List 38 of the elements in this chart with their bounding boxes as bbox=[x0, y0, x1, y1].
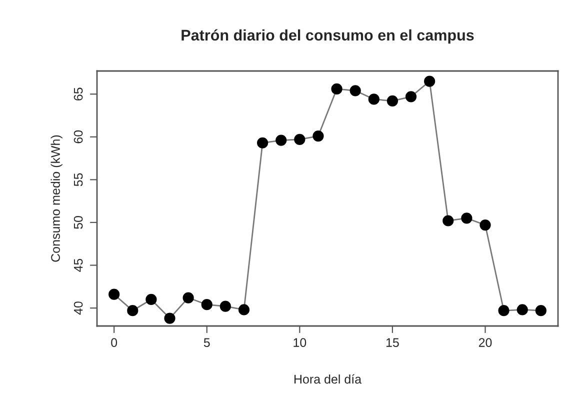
point bbox=[256, 137, 268, 148]
y-tick-label: 50 bbox=[74, 216, 83, 229]
point bbox=[276, 134, 287, 146]
point bbox=[146, 294, 157, 306]
y-tick-label: 65 bbox=[74, 88, 83, 100]
point bbox=[350, 85, 361, 96]
point bbox=[480, 219, 491, 231]
x-tick-label: 15 bbox=[386, 338, 399, 347]
x-tick-label: 20 bbox=[478, 338, 492, 347]
point bbox=[461, 212, 472, 224]
point bbox=[238, 304, 250, 316]
y-tick-label: 55 bbox=[74, 173, 83, 186]
y-tick-label: 60 bbox=[74, 130, 83, 144]
x-tick-label: 10 bbox=[294, 338, 306, 347]
point bbox=[535, 305, 546, 316]
point bbox=[220, 300, 231, 312]
x-tick-label: 0 bbox=[111, 338, 118, 347]
point bbox=[331, 83, 342, 95]
point bbox=[498, 305, 510, 316]
point bbox=[516, 304, 528, 316]
point bbox=[294, 134, 306, 146]
y-tick-label: 40 bbox=[74, 302, 83, 315]
point bbox=[108, 288, 120, 300]
point bbox=[405, 91, 417, 102]
y-tick-label: 45 bbox=[74, 258, 83, 272]
point bbox=[442, 215, 454, 226]
point bbox=[312, 130, 324, 142]
x-axis-title: Hora del día bbox=[294, 374, 362, 384]
x-tick-label: 5 bbox=[204, 338, 210, 347]
point bbox=[182, 292, 194, 304]
point bbox=[386, 95, 398, 107]
point bbox=[424, 76, 436, 87]
point bbox=[127, 305, 138, 316]
point bbox=[164, 312, 176, 324]
chart-title: Patrón diario del consumo en el campus bbox=[182, 29, 474, 44]
y-axis-title: Consumo medio (kWh) bbox=[50, 135, 62, 262]
point bbox=[201, 299, 212, 310]
point bbox=[368, 94, 380, 105]
